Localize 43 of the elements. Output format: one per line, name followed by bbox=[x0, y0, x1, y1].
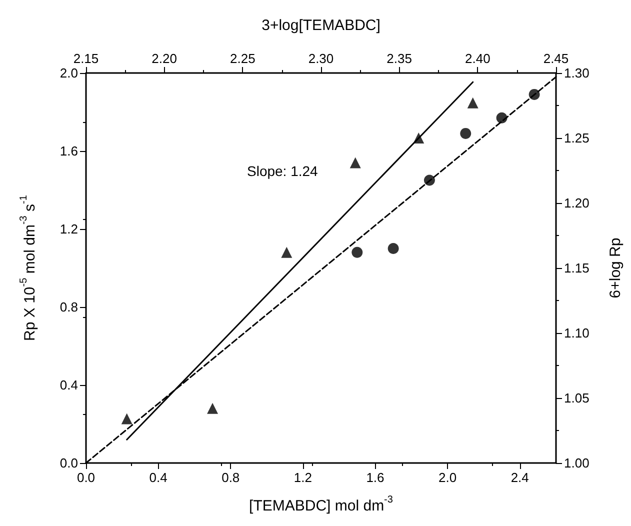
point bbox=[424, 174, 435, 186]
point bbox=[388, 243, 399, 254]
point bbox=[352, 246, 363, 258]
point bbox=[281, 246, 292, 258]
y2-tick-label: 1.25 bbox=[564, 130, 590, 146]
x2-axis-title: 3+log[TEMABDC] bbox=[262, 17, 380, 34]
y2-tick-label: 1.20 bbox=[564, 196, 590, 210]
x-tick-label: 1.6 bbox=[366, 470, 384, 485]
annotation: Slope: 1.24 bbox=[247, 163, 318, 179]
y2-axis-title: 6+log Rp bbox=[607, 238, 624, 298]
y-tick-label: 1.6 bbox=[60, 144, 78, 158]
y-tick-label: 1.2 bbox=[60, 222, 78, 236]
point bbox=[207, 402, 218, 414]
x-tick-label: 2.0 bbox=[438, 470, 457, 485]
point bbox=[467, 97, 478, 108]
y2-tick-label: 1.00 bbox=[564, 456, 590, 470]
point bbox=[121, 413, 132, 424]
point bbox=[413, 132, 424, 144]
y2-tick-label: 1.30 bbox=[564, 66, 590, 80]
x2-tick-label: 2.40 bbox=[465, 51, 490, 66]
x-tick-label: 0.4 bbox=[149, 470, 168, 485]
y2-tick-label: 1.05 bbox=[564, 390, 590, 406]
x-tick-label: 1.2 bbox=[294, 470, 312, 485]
x2-tick-label: 2.15 bbox=[73, 51, 99, 66]
x2-tick-label: 2.35 bbox=[386, 51, 412, 66]
y2-tick-label: 1.10 bbox=[564, 326, 590, 340]
x2-tick-label: 2.30 bbox=[308, 51, 334, 66]
y-tick-label: 0.8 bbox=[60, 300, 78, 314]
point bbox=[496, 112, 508, 124]
x-tick-label: 2.4 bbox=[510, 470, 529, 485]
y-axis-title: Rp X 10-5 mol dm-3 s-1 bbox=[18, 194, 38, 341]
point bbox=[350, 157, 361, 168]
y-tick-label: 2.0 bbox=[60, 66, 78, 80]
point bbox=[528, 88, 540, 100]
y-tick-label: 0.0 bbox=[60, 456, 78, 470]
point bbox=[460, 128, 472, 139]
x2-tick-label: 2.20 bbox=[152, 51, 177, 66]
x2-tick-label: 2.45 bbox=[543, 51, 569, 66]
x2-tick-label: 2.25 bbox=[230, 51, 256, 66]
x-tick-label: 0.0 bbox=[76, 470, 96, 485]
y2-tick-label: 1.15 bbox=[564, 260, 590, 276]
y-tick-label: 0.4 bbox=[60, 378, 78, 392]
x-tick-label: 0.8 bbox=[222, 470, 240, 485]
